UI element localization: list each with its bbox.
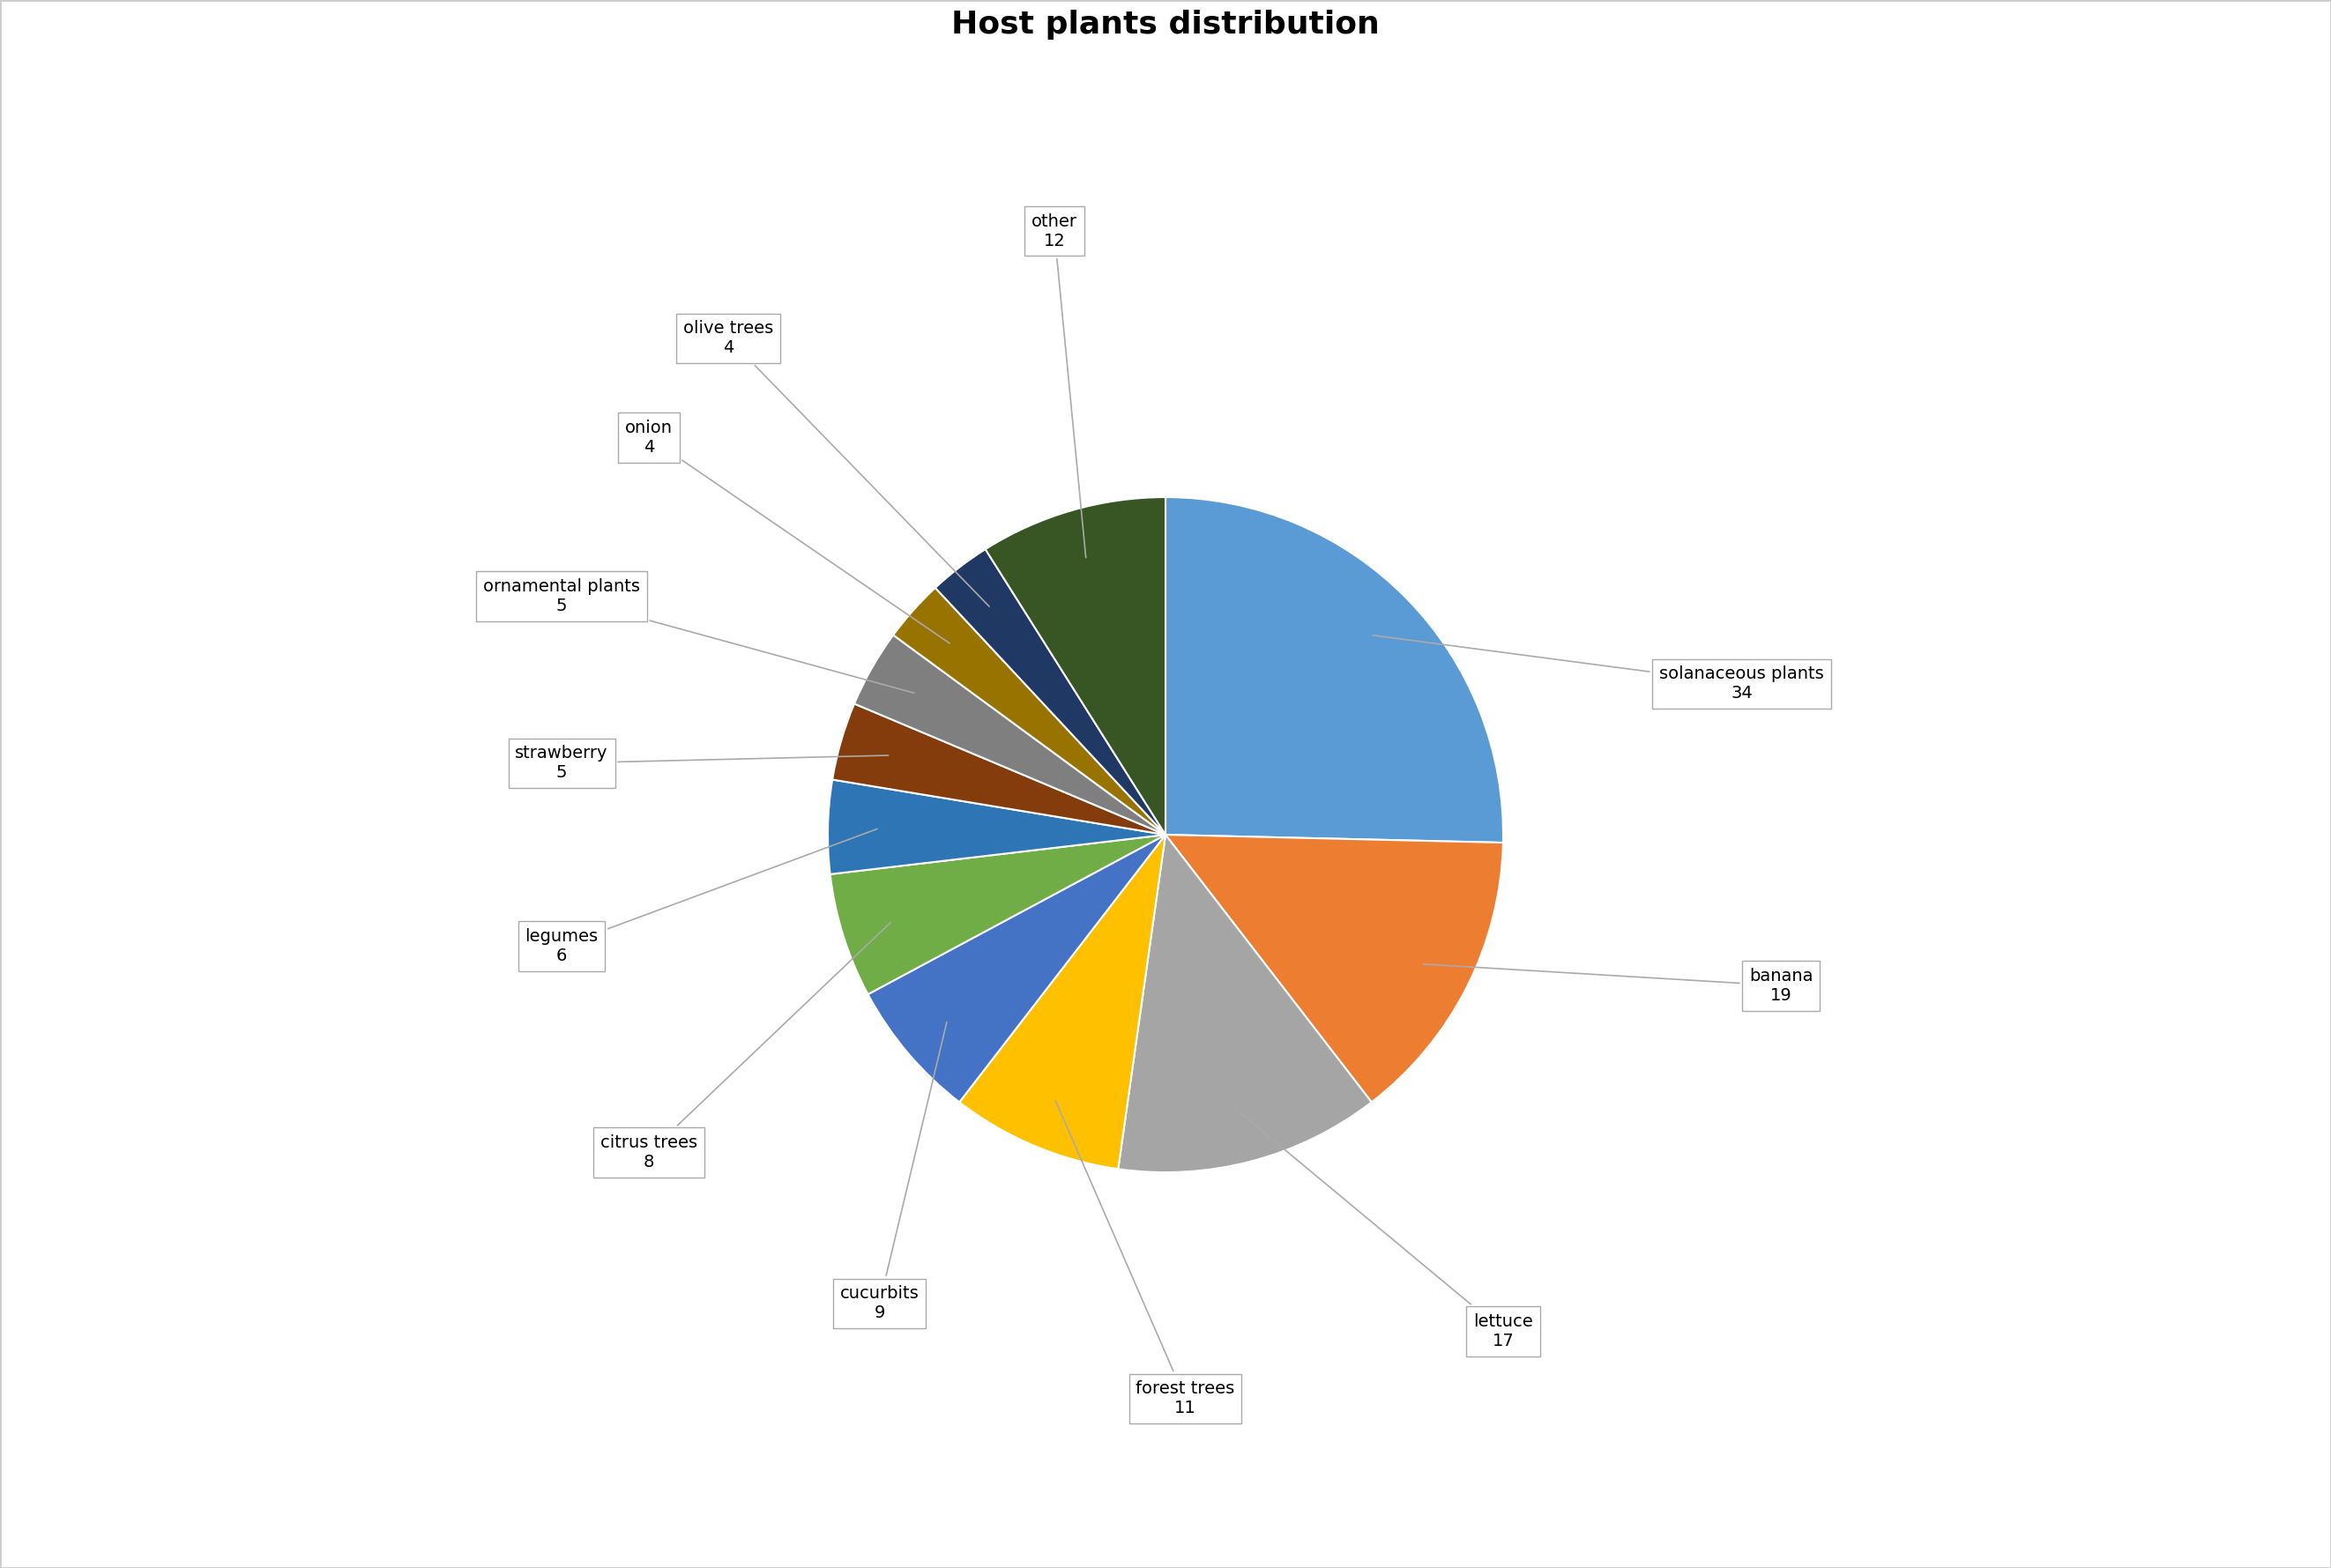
- Wedge shape: [830, 834, 1166, 994]
- Text: legumes
6: legumes 6: [524, 829, 876, 964]
- Title: Host plants distribution: Host plants distribution: [951, 9, 1380, 39]
- Text: other
12: other 12: [1030, 213, 1086, 558]
- Wedge shape: [1119, 834, 1371, 1173]
- Text: cucurbits
9: cucurbits 9: [839, 1022, 946, 1322]
- Text: strawberry
5: strawberry 5: [515, 745, 888, 781]
- Wedge shape: [960, 834, 1166, 1170]
- Wedge shape: [935, 549, 1166, 834]
- Wedge shape: [1166, 834, 1503, 1102]
- Wedge shape: [832, 704, 1166, 834]
- Text: solanaceous plants
34: solanaceous plants 34: [1373, 635, 1823, 702]
- Text: lettuce
17: lettuce 17: [1240, 1113, 1534, 1350]
- Wedge shape: [828, 779, 1166, 875]
- Text: banana
19: banana 19: [1424, 964, 1814, 1004]
- Wedge shape: [1166, 497, 1503, 842]
- Text: citrus trees
8: citrus trees 8: [601, 922, 890, 1171]
- Wedge shape: [986, 497, 1166, 834]
- Text: olive trees
4: olive trees 4: [683, 320, 988, 607]
- Text: forest trees
11: forest trees 11: [1056, 1101, 1235, 1417]
- Text: onion
4: onion 4: [625, 420, 949, 643]
- Wedge shape: [893, 588, 1166, 834]
- Wedge shape: [867, 834, 1166, 1102]
- Text: ornamental plants
5: ornamental plants 5: [483, 579, 914, 693]
- Wedge shape: [853, 635, 1166, 834]
